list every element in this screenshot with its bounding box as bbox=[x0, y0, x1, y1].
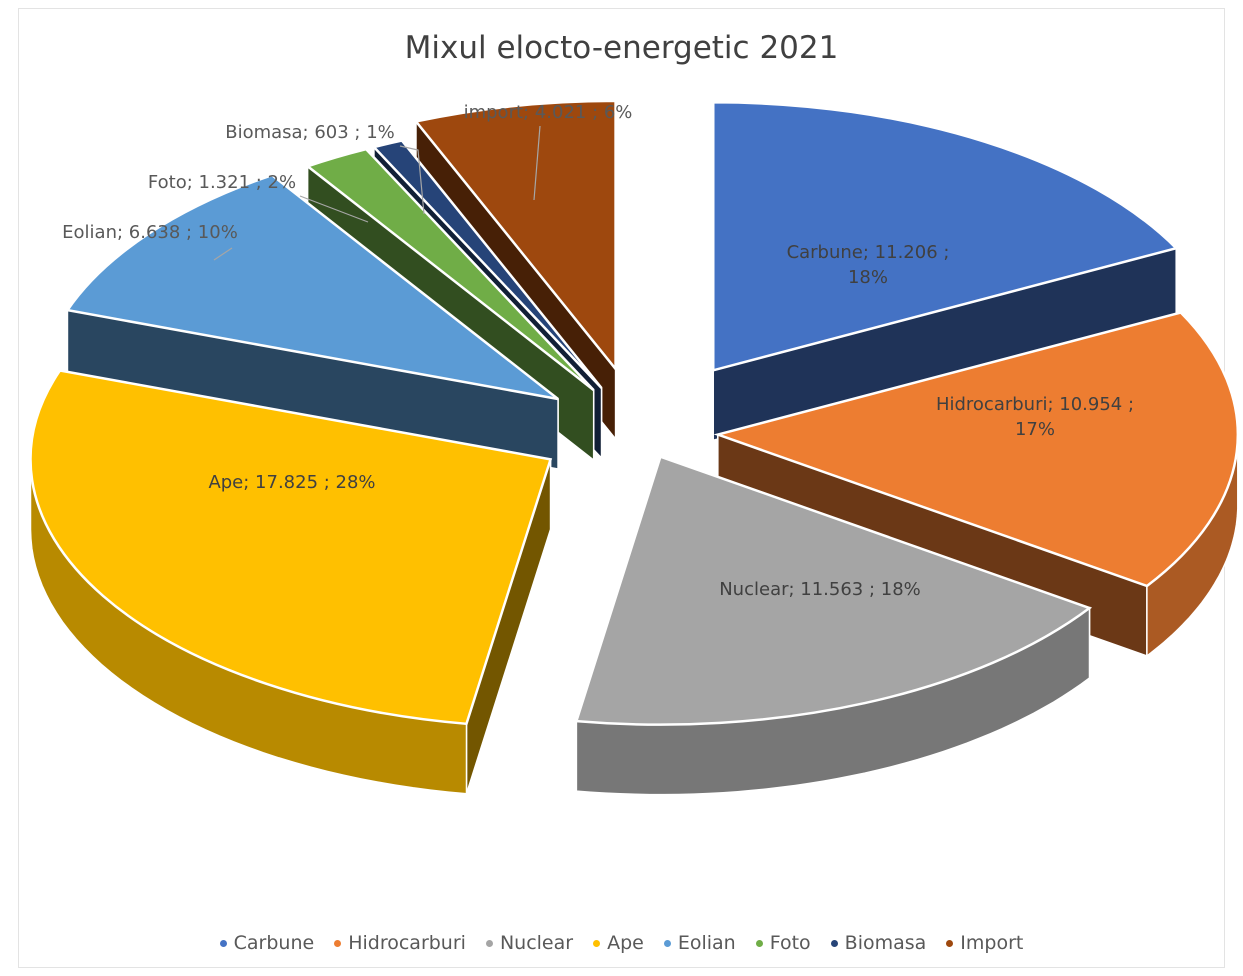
pie-slice-eolian[interactable] bbox=[65, 173, 559, 401]
leader-line-eolian bbox=[213, 247, 233, 261]
legend-label: Import bbox=[960, 932, 1024, 954]
legend-marker-icon bbox=[219, 939, 227, 947]
leader-line-foto bbox=[299, 195, 369, 223]
legend-marker-icon bbox=[755, 939, 763, 947]
legend-label: Biomasa bbox=[844, 932, 927, 954]
data-label-import: import; 4.021 ; 6% bbox=[464, 102, 633, 123]
pie-slice-ape[interactable] bbox=[29, 369, 553, 726]
legend-label: Hidrocarburi bbox=[348, 932, 466, 954]
legend-marker-icon bbox=[946, 939, 954, 947]
pie-slice-biomasa[interactable] bbox=[371, 139, 603, 389]
legend-item-import[interactable]: Import bbox=[946, 932, 1023, 954]
legend-label: Ape bbox=[607, 932, 644, 954]
legend-marker-icon bbox=[485, 939, 493, 947]
data-label-carbune: Carbune; 11.206 ; 18% bbox=[787, 242, 950, 288]
data-label-biomasa: Biomasa; 603 ; 1% bbox=[225, 122, 395, 143]
legend-item-hidrocarburi[interactable]: Hidrocarburi bbox=[334, 932, 466, 954]
legend-item-foto[interactable]: Foto bbox=[755, 932, 811, 954]
chart-title: Mixul elocto-energetic 2021 bbox=[404, 30, 839, 66]
legend-marker-icon bbox=[663, 939, 671, 947]
legend-item-ape[interactable]: Ape bbox=[593, 932, 644, 954]
legend-label: Carbune bbox=[233, 932, 315, 954]
legend-item-carbune[interactable]: Carbune bbox=[219, 932, 315, 954]
legend-label: Nuclear bbox=[499, 932, 574, 954]
legend-marker-icon bbox=[593, 939, 601, 947]
leader-line-biomasa bbox=[399, 145, 425, 215]
data-label-foto: Foto; 1.321 ; 2% bbox=[148, 172, 296, 193]
pie-slice-import[interactable] bbox=[413, 99, 617, 373]
data-label-hidrocarburi: Hidrocarburi; 10.954 ; 17% bbox=[936, 394, 1134, 440]
legend-item-eolian[interactable]: Eolian bbox=[663, 932, 736, 954]
legend-label: Foto bbox=[769, 932, 811, 954]
legend-item-biomasa[interactable]: Biomasa bbox=[830, 932, 927, 954]
pie-slice-nuclear[interactable] bbox=[574, 455, 1093, 726]
leader-line-import bbox=[533, 125, 541, 201]
chart-legend: Carbune Hidrocarburi Nuclear Ape Eolian Foto B… bbox=[0, 932, 1243, 954]
legend-marker-icon bbox=[334, 939, 342, 947]
pie-slice-hidrocarburi[interactable] bbox=[713, 311, 1240, 588]
legend-marker-icon bbox=[830, 939, 838, 947]
data-label-eolian: Eolian; 6.638 ; 10% bbox=[62, 222, 238, 243]
pie-slice-carbune[interactable] bbox=[712, 101, 1179, 372]
legend-item-nuclear[interactable]: Nuclear bbox=[485, 932, 574, 954]
pie-slice-foto[interactable] bbox=[305, 147, 595, 392]
data-label-ape: Ape; 17.825 ; 28% bbox=[208, 472, 375, 493]
data-label-nuclear: Nuclear; 11.563 ; 18% bbox=[719, 579, 921, 600]
legend-label: Eolian bbox=[677, 932, 736, 954]
